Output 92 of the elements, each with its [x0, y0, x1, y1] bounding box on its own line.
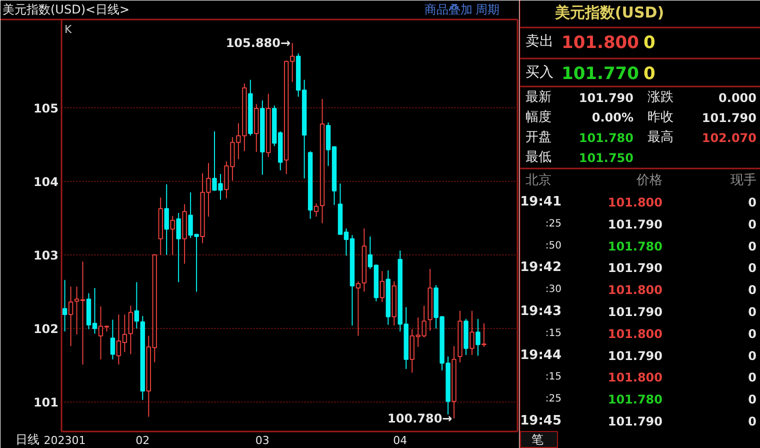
- text: 101.800: [608, 370, 662, 385]
- candlestick: [320, 98, 325, 224]
- candlestick: [260, 100, 265, 176]
- candlestick: [452, 346, 456, 419]
- text: :15: [545, 328, 562, 339]
- text: :30: [545, 284, 562, 296]
- x-tick-label: 202301: [44, 434, 86, 447]
- text: 101.780: [608, 392, 662, 407]
- text: 101.800: [562, 33, 640, 53]
- text: 0.000: [718, 91, 757, 105]
- text: 101.800: [608, 283, 662, 298]
- text: 最新: [526, 90, 552, 105]
- x-tick-label: 04: [393, 434, 408, 447]
- text: 0: [748, 370, 757, 385]
- annotation: 100.780→: [388, 411, 452, 426]
- y-tick-label: 104: [33, 174, 59, 189]
- text: 最高: [648, 129, 674, 145]
- text: 19:44: [520, 348, 562, 363]
- candlestick: [140, 315, 145, 400]
- text: 幅度: [526, 109, 552, 125]
- text: 102.070: [702, 131, 756, 145]
- x-tick-label: 03: [255, 434, 270, 447]
- candlestick: [476, 318, 480, 356]
- candlestick: [134, 282, 140, 329]
- candlestick: [68, 286, 74, 347]
- text: 19:43: [520, 304, 562, 319]
- text: 0: [748, 326, 757, 341]
- text: 101.780: [608, 239, 662, 254]
- text: 101.770: [562, 64, 640, 84]
- text: 101.790: [578, 91, 634, 105]
- text: 101.790: [608, 305, 662, 319]
- text: :25: [545, 218, 562, 230]
- text: 19:41: [520, 194, 562, 210]
- text: 开盘: [526, 130, 552, 145]
- candlestick: [128, 305, 134, 355]
- text: 0: [748, 305, 757, 319]
- candlestick: [164, 184, 169, 256]
- text: 现手: [730, 173, 756, 188]
- text: 101.750: [578, 151, 634, 165]
- text: 0.00%: [592, 110, 634, 124]
- text: 101.790: [608, 348, 662, 363]
- y-tick-label: 103: [33, 248, 59, 262]
- candlestick: [428, 268, 432, 332]
- text: 101.790: [702, 111, 756, 125]
- text: 昨收: [648, 110, 674, 125]
- x-tick-label: 02: [136, 434, 150, 447]
- text: 0: [748, 217, 757, 232]
- text: 101.790: [608, 414, 662, 428]
- x-axis-title: 日线: [16, 432, 40, 446]
- text: 笔: [532, 432, 544, 446]
- text: 101.790: [608, 261, 662, 276]
- text: 19:45: [520, 414, 562, 428]
- text: 101.780: [578, 131, 634, 145]
- text: 北京: [526, 173, 552, 188]
- annotation: K: [64, 23, 72, 36]
- text: 美元指数(USD): [554, 4, 664, 22]
- text: 0: [748, 348, 757, 363]
- y-tick-label: 105: [33, 101, 59, 116]
- candlestick: [362, 228, 367, 292]
- text: 价格: [636, 173, 662, 188]
- text: :50: [545, 240, 562, 252]
- text: 101.800: [608, 326, 662, 341]
- text: 0: [748, 283, 757, 298]
- text: 0: [748, 239, 757, 254]
- text: 最低: [526, 150, 552, 165]
- candlestick: [62, 279, 68, 332]
- text: 买入: [526, 64, 554, 80]
- text: 卖出: [526, 34, 554, 50]
- chart-title: 美元指数(USD)<日线>: [2, 2, 130, 16]
- text: 0: [748, 196, 757, 210]
- text: 0: [644, 64, 656, 84]
- candlestick: [182, 204, 187, 264]
- annotation: 105.880→: [226, 36, 291, 50]
- text: 101.800: [608, 196, 662, 210]
- text: :25: [545, 394, 562, 405]
- text: 商品叠加: [424, 2, 472, 16]
- text: 0: [748, 392, 757, 407]
- text: 101.790: [608, 217, 662, 232]
- candlestick: [470, 310, 474, 356]
- text: 19:42: [520, 260, 562, 276]
- text: 0: [644, 33, 656, 53]
- text: 涨跌: [648, 90, 674, 105]
- text: :15: [545, 372, 562, 383]
- y-tick-label: 102: [33, 322, 59, 336]
- candlestick: [158, 197, 163, 256]
- text: 0: [748, 414, 757, 428]
- candlestick: [386, 270, 391, 326]
- text: 0: [748, 261, 757, 276]
- y-tick-label: 101: [33, 396, 59, 410]
- candlestick: [176, 212, 181, 283]
- text: 周期: [476, 2, 500, 16]
- candlestick: [458, 310, 462, 363]
